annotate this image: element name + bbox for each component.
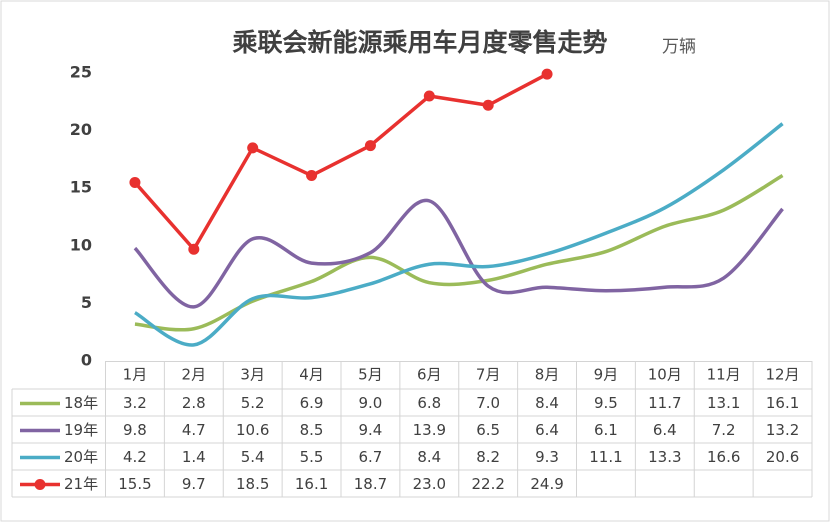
- table-value: 13.1: [707, 394, 740, 412]
- table-value: 11.7: [648, 394, 681, 412]
- table-value: 6.5: [476, 421, 500, 439]
- table-value: 16.1: [766, 394, 799, 412]
- table-value: 9.8: [123, 421, 147, 439]
- table-value: 6.1: [594, 421, 618, 439]
- table-value: 22.2: [471, 475, 504, 493]
- table-value: 6.4: [535, 421, 559, 439]
- series-line: [134, 122, 784, 347]
- y-tick-label: 0: [81, 351, 92, 370]
- table-value: 11.1: [589, 448, 622, 466]
- table-value: 16.1: [295, 475, 328, 493]
- series-marker: [541, 68, 553, 80]
- series-marker: [247, 142, 259, 154]
- x-tick-label: 1月: [123, 366, 148, 384]
- series-marker: [129, 176, 141, 188]
- y-tick-label: 5: [81, 293, 92, 312]
- table-value: 6.8: [417, 394, 441, 412]
- table-value: 9.7: [182, 475, 206, 493]
- x-tick-label: 10月: [648, 366, 682, 384]
- y-tick-label: 25: [70, 63, 92, 82]
- table-value: 4.2: [123, 448, 147, 466]
- table-value: 8.5: [300, 421, 324, 439]
- series-marker: [364, 140, 376, 152]
- table-value: 13.9: [413, 421, 446, 439]
- legend-label: 20年: [64, 448, 98, 466]
- legend-marker: [34, 479, 46, 490]
- x-tick-label: 6月: [417, 366, 442, 384]
- table-value: 20.6: [766, 448, 799, 466]
- x-tick-label: 8月: [535, 366, 560, 384]
- table-value: 24.9: [530, 475, 563, 493]
- table-value: 23.0: [413, 475, 446, 493]
- table-value: 4.7: [182, 421, 206, 439]
- table-value: 6.4: [653, 421, 677, 439]
- y-tick-label: 10: [70, 235, 92, 254]
- table-value: 6.7: [359, 448, 383, 466]
- x-tick-label: 2月: [182, 366, 207, 384]
- table-value: 15.5: [118, 475, 151, 493]
- series-marker: [482, 99, 494, 111]
- table-value: 7.0: [476, 394, 500, 412]
- table-value: 18.5: [236, 475, 269, 493]
- x-tick-label: 12月: [766, 366, 800, 384]
- table-value: 8.4: [535, 394, 559, 412]
- table-value: 3.2: [123, 394, 147, 412]
- x-tick-label: 11月: [707, 366, 741, 384]
- table-value: 6.9: [300, 394, 324, 412]
- x-tick-label: 4月: [299, 366, 324, 384]
- series-line: [133, 198, 784, 309]
- table-value: 5.5: [300, 448, 324, 466]
- y-tick-label: 20: [70, 120, 92, 139]
- chart-title: 乘联会新能源乘用车月度零售走势: [232, 28, 607, 57]
- x-tick-label: 3月: [240, 366, 265, 384]
- series-line: [133, 72, 548, 252]
- table-value: 5.4: [241, 448, 265, 466]
- y-tick-label: 15: [70, 178, 92, 197]
- table-value: 13.3: [648, 448, 681, 466]
- series-marker: [306, 170, 318, 182]
- table-value: 9.4: [359, 421, 383, 439]
- table-value: 16.6: [707, 448, 740, 466]
- legend-label: 19年: [64, 421, 98, 439]
- series-marker: [423, 90, 435, 102]
- series-marker: [188, 243, 200, 255]
- x-tick-label: 9月: [594, 366, 619, 384]
- unit-label: 万辆: [662, 37, 696, 57]
- table-value: 18.7: [354, 475, 387, 493]
- table-value: 10.6: [236, 421, 269, 439]
- table-value: 7.2: [712, 421, 736, 439]
- table-value: 2.8: [182, 394, 206, 412]
- x-tick-label: 7月: [476, 366, 501, 384]
- legend-label: 21年: [64, 475, 98, 493]
- table-value: 9.5: [594, 394, 618, 412]
- table-value: 9.3: [535, 448, 559, 466]
- legend-label: 18年: [64, 394, 98, 412]
- table-value: 1.4: [182, 448, 206, 466]
- table-value: 13.2: [766, 421, 799, 439]
- table-value: 5.2: [241, 394, 265, 412]
- table-value: 9.0: [359, 394, 383, 412]
- x-tick-label: 5月: [358, 366, 383, 384]
- table-value: 8.2: [476, 448, 500, 466]
- table-value: 8.4: [417, 448, 441, 466]
